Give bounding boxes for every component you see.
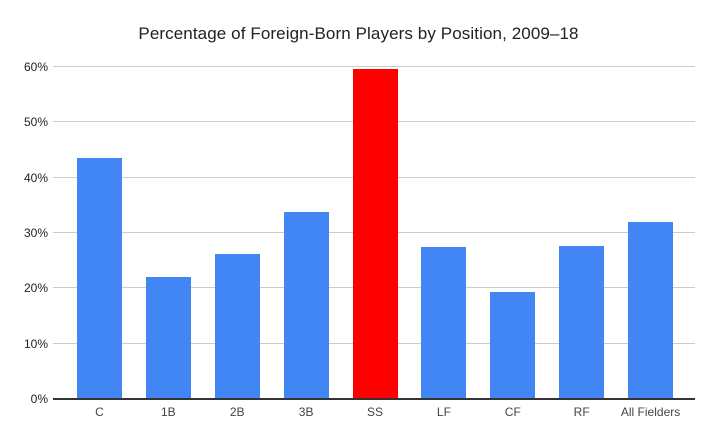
- bars: [65, 67, 685, 399]
- bar-1b: [145, 277, 191, 399]
- x-tick-label-3b: 3B: [298, 405, 314, 419]
- y-tick-label-0: 0%: [30, 392, 48, 406]
- y-tick-label-20: 20%: [23, 281, 48, 296]
- y-tick-label-40: 40%: [23, 170, 48, 185]
- bar-slot-rf: [547, 67, 616, 399]
- x-tick-label-2b: 2B: [229, 405, 245, 419]
- bar-slot-cf: [478, 67, 547, 399]
- x-tick-label-lf: LF: [436, 405, 451, 419]
- bar-slot-2b: [203, 67, 272, 399]
- bar-lf: [421, 247, 467, 399]
- x-axis-line: [53, 398, 695, 400]
- bar-all-fielders: [628, 221, 674, 399]
- x-tick-label-c: C: [95, 405, 104, 419]
- bar-slot-c: [65, 67, 134, 399]
- bar-2b: [214, 254, 260, 399]
- x-tick-label-all-fielders: All Fielders: [620, 405, 681, 419]
- x-tick-label-rf: RF: [573, 405, 590, 419]
- x-tick-label-1b: 1B: [160, 405, 176, 419]
- bar-ss: [352, 69, 398, 399]
- bar-cf: [490, 292, 536, 399]
- y-tick-label-50: 50%: [23, 115, 48, 130]
- x-axis-labels: C 1B 2B 3B SS LF CF RF All Fielders: [65, 405, 685, 421]
- bar-rf: [559, 246, 605, 399]
- chart-title: Percentage of Foreign-Born Players by Po…: [138, 24, 579, 43]
- bar-slot-ss: [341, 67, 410, 399]
- y-tick-label-60: 60%: [23, 60, 48, 74]
- bar-slot-all-fielders: [616, 67, 685, 399]
- gridline-60: [53, 66, 695, 67]
- bar-3b: [283, 211, 329, 399]
- x-tick-label-ss: SS: [367, 405, 384, 419]
- plot-area: [53, 66, 695, 400]
- y-tick-label-30: 30%: [23, 226, 48, 240]
- x-tick-label-cf: CF: [504, 405, 521, 419]
- y-axis-labels: 0% 10% 20% 30% 40% 50% 60%: [0, 60, 48, 406]
- bar-slot-1b: [134, 67, 203, 399]
- y-tick-label-10: 10%: [23, 336, 48, 351]
- bar-slot-3b: [272, 67, 341, 399]
- bar-slot-lf: [409, 67, 478, 399]
- bar-c: [76, 158, 122, 399]
